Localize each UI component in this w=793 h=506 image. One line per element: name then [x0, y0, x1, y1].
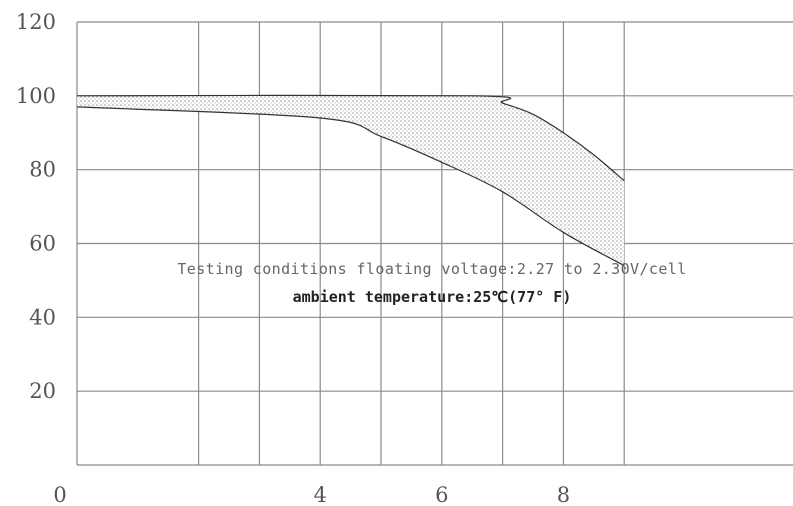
x-tick-label: 8	[557, 483, 570, 506]
y-tick-label: 20	[29, 379, 56, 403]
x-tick-labels: 0 4 6 8	[53, 483, 570, 506]
lower-boundary-line	[76, 106, 625, 267]
testing-conditions-note: Testing conditions floating voltage:2.27…	[177, 260, 686, 278]
grid-lines	[76, 21, 793, 466]
x-tick-label: 4	[314, 483, 327, 506]
y-tick-labels: 20 40 60 80 100 120	[16, 10, 56, 403]
y-tick-label: 40	[29, 305, 56, 329]
capacity-band-area	[77, 95, 625, 266]
y-tick-label: 60	[29, 232, 56, 256]
y-tick-label: 120	[16, 10, 56, 34]
y-tick-label: 100	[16, 84, 56, 108]
upper-boundary-line	[76, 94, 625, 182]
y-tick-label: 80	[29, 158, 56, 182]
x-tick-label: 6	[435, 483, 448, 506]
x-tick-label: 0	[53, 483, 66, 506]
ambient-temperature-note: ambient temperature:25℃(77° F)	[293, 288, 572, 306]
